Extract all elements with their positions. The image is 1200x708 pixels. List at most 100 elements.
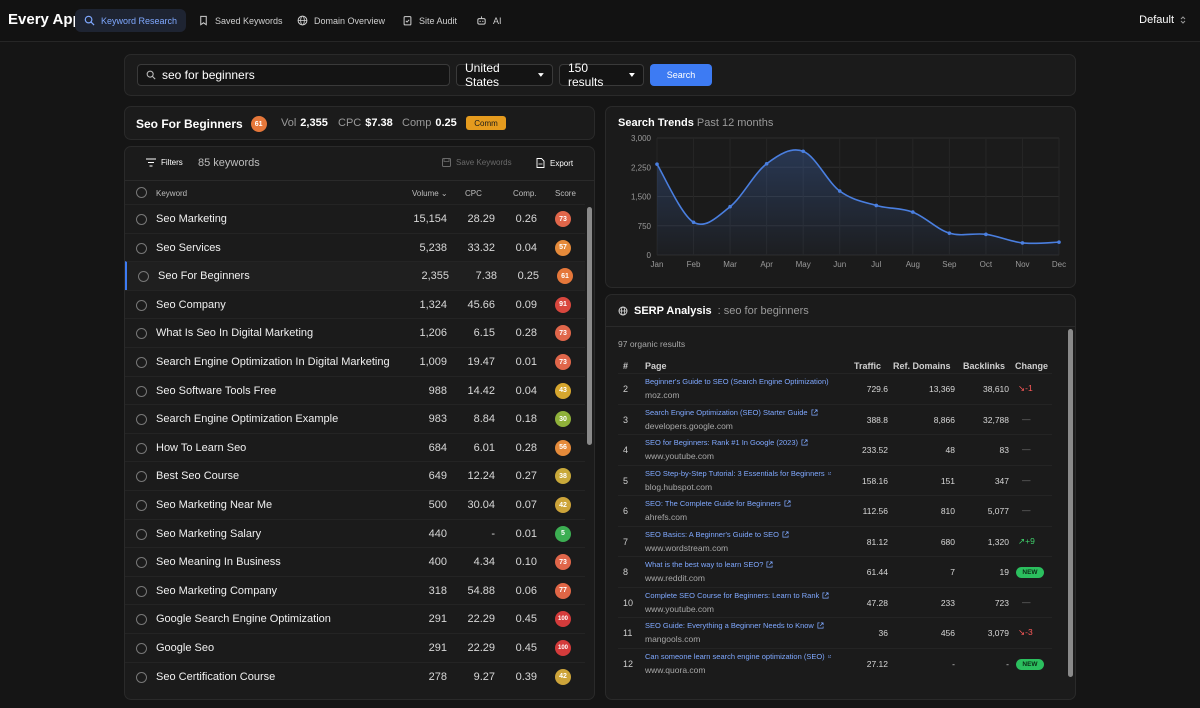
serp-page-link[interactable]: Search Engine Optimization (SEO) Starter… — [645, 408, 831, 417]
col-backlinks[interactable]: Backlinks — [963, 361, 1006, 371]
results-value: 150 results — [568, 61, 604, 89]
row-radio[interactable] — [136, 357, 147, 368]
ref-domains-cell: 7 — [950, 567, 955, 577]
keyword-cell[interactable]: Seo Services — [156, 241, 221, 254]
keyword-row[interactable]: How To Learn Seo 684 6.01 0.28 56 — [125, 432, 585, 462]
keyword-row[interactable]: Seo Marketing 15,154 28.29 0.26 73 — [125, 204, 585, 233]
row-radio[interactable] — [136, 643, 147, 654]
search-input[interactable]: seo for beginners — [137, 64, 450, 86]
tab-saved-keywords[interactable]: Saved Keywords — [189, 9, 292, 32]
col-change[interactable]: Change — [1015, 361, 1049, 371]
serp-page-link[interactable]: Can someone learn search engine optimiza… — [645, 652, 831, 661]
keyword-row[interactable]: Search Engine Optimization Example 983 8.8… — [125, 404, 585, 433]
col-traffic[interactable]: Traffic — [854, 361, 882, 371]
tab-keyword-research[interactable]: Keyword Research — [75, 9, 187, 32]
keyword-row[interactable]: Seo Marketing Salary 440 - 0.01 5 — [125, 518, 585, 548]
row-radio[interactable] — [136, 471, 147, 483]
results-select[interactable]: 150 results — [559, 61, 644, 89]
serp-page-link[interactable]: What is the best way to learn SEO? — [645, 560, 831, 569]
row-radio[interactable] — [136, 299, 147, 311]
select-all-radio[interactable] — [136, 187, 147, 198]
tab-domain-overview[interactable]: Domain Overview — [288, 9, 394, 32]
keyword-row[interactable]: Seo Marketing Company 318 54.88 0.06 77 — [125, 575, 585, 605]
row-radio[interactable] — [136, 528, 147, 540]
serp-scrollbar[interactable] — [1068, 329, 1073, 677]
keyword-cell[interactable]: Seo Marketing — [156, 213, 227, 225]
keyword-cell[interactable]: Seo Certification Course — [156, 670, 276, 683]
serp-page-link[interactable]: Beginner's Guide to SEO (Search Engine O… — [645, 377, 831, 386]
row-radio[interactable] — [136, 385, 147, 397]
row-radio[interactable] — [136, 328, 147, 340]
keyword-row[interactable]: Seo Services 5,238 33.32 0.04 57 — [125, 232, 585, 262]
keyword-cell[interactable]: Seo For Beginners — [158, 270, 250, 283]
globe-icon — [618, 306, 628, 316]
comp-cell: 0.28 — [515, 327, 537, 340]
backlinks-cell: 38,610 — [983, 384, 1009, 394]
keyword-row[interactable]: Seo Meaning In Business 400 4.34 0.10 73 — [125, 547, 585, 576]
row-radio[interactable] — [136, 214, 147, 225]
cpc-cell: 12.24 — [467, 470, 495, 483]
comp-cell: 0.06 — [515, 584, 537, 597]
keyword-cell[interactable]: Best Seo Course — [156, 470, 240, 483]
keyword-cell[interactable]: Search Engine Optimization In Digital Ma… — [156, 356, 390, 368]
workspace-select[interactable]: Default — [1139, 14, 1186, 26]
row-radio[interactable] — [136, 414, 147, 426]
keyword-cell[interactable]: Seo Software Tools Free — [156, 384, 277, 397]
row-radio[interactable] — [138, 271, 149, 283]
keyword-cell[interactable]: Seo Marketing Salary — [156, 527, 262, 540]
keyword-row[interactable]: Search Engine Optimization In Digital Ma… — [125, 347, 585, 376]
export-button[interactable]: Export — [536, 158, 573, 168]
tab-ai[interactable]: AI — [467, 9, 511, 32]
tab-site-audit[interactable]: Site Audit — [393, 9, 466, 32]
filters-button[interactable]: Filters — [146, 158, 183, 167]
row-radio[interactable] — [136, 557, 147, 569]
keyword-cell[interactable]: Google Search Engine Optimization — [156, 613, 331, 626]
external-link-icon — [827, 654, 831, 658]
row-radio[interactable] — [136, 500, 147, 511]
table-scrollbar[interactable] — [587, 207, 592, 445]
row-radio[interactable] — [136, 242, 147, 254]
col-ref-domains[interactable]: Ref. Domains — [893, 361, 951, 371]
col-score[interactable]: Score — [555, 189, 576, 198]
col-keyword[interactable]: Keyword — [156, 189, 188, 198]
keyword-cell[interactable]: Seo Meaning In Business — [156, 556, 281, 569]
keyword-row[interactable]: Best Seo Course 649 12.24 0.27 38 — [125, 461, 585, 490]
serp-domain: blog.hubspot.com — [645, 481, 713, 492]
table-toolbar: Filters 85 keywords Save Keywords Export — [125, 147, 594, 181]
serp-page-link[interactable]: Complete SEO Course for Beginners: Learn… — [645, 591, 831, 600]
col-cpc[interactable]: CPC — [465, 189, 482, 198]
serp-page-link[interactable]: SEO: The Complete Guide for Beginners — [645, 499, 831, 508]
row-radio[interactable] — [136, 614, 147, 626]
keyword-row[interactable]: Google Search Engine Optimization 291 22.2… — [125, 604, 585, 633]
keyword-row[interactable]: Google Seo 291 22.29 0.45 100 — [125, 633, 585, 662]
keyword-cell[interactable]: Seo Marketing Near Me — [156, 499, 273, 511]
serp-page-link[interactable]: SEO Guide: Everything a Beginner Needs t… — [645, 621, 831, 630]
keyword-cell[interactable]: Google Seo — [156, 642, 215, 654]
keyword-cell[interactable]: Search Engine Optimization Example — [156, 413, 339, 426]
row-radio[interactable] — [136, 671, 147, 683]
col-comp[interactable]: Comp. — [513, 189, 537, 198]
row-radio[interactable] — [136, 442, 147, 454]
col-volume[interactable]: Volume ⌄ — [412, 189, 448, 198]
keyword-row[interactable]: Seo For Beginners 2,355 7.38 0.25 61 — [125, 261, 585, 290]
score-badge: 73 — [555, 554, 571, 571]
keyword-row[interactable]: Seo Certification Course 278 9.27 0.39 42 — [125, 661, 585, 691]
keyword-row[interactable]: Seo Company 1,324 45.66 0.09 91 — [125, 289, 585, 319]
cpc-cell: - — [491, 527, 495, 540]
row-radio[interactable] — [136, 585, 147, 597]
serp-page-link[interactable]: SEO Step-by-Step Tutorial: 3 Essentials … — [645, 469, 831, 478]
keyword-cell[interactable]: How To Learn Seo — [156, 441, 247, 454]
keyword-cell[interactable]: Seo Marketing Company — [156, 584, 278, 597]
serp-page-link[interactable]: SEO Basics: A Beginner's Guide to SEO — [645, 530, 831, 539]
search-button[interactable]: Search — [650, 64, 712, 86]
serp-page-link[interactable]: SEO for Beginners: Rank #1 In Google (20… — [645, 438, 831, 447]
keyword-cell[interactable]: What Is Seo In Digital Marketing — [156, 327, 314, 340]
country-select[interactable]: United States — [456, 61, 553, 89]
keyword-row[interactable]: Seo Marketing Near Me 500 30.04 0.07 42 — [125, 490, 585, 519]
keyword-row[interactable]: What Is Seo In Digital Marketing 1,206 6.1… — [125, 318, 585, 347]
tab-label: Domain Overview — [314, 15, 386, 26]
keyword-row[interactable]: Seo Software Tools Free 988 14.42 0.04 43 — [125, 375, 585, 405]
serp-index: 10 — [623, 597, 634, 608]
keyword-cell[interactable]: Seo Company — [156, 298, 226, 311]
save-keywords-button[interactable]: Save Keywords — [442, 158, 512, 167]
